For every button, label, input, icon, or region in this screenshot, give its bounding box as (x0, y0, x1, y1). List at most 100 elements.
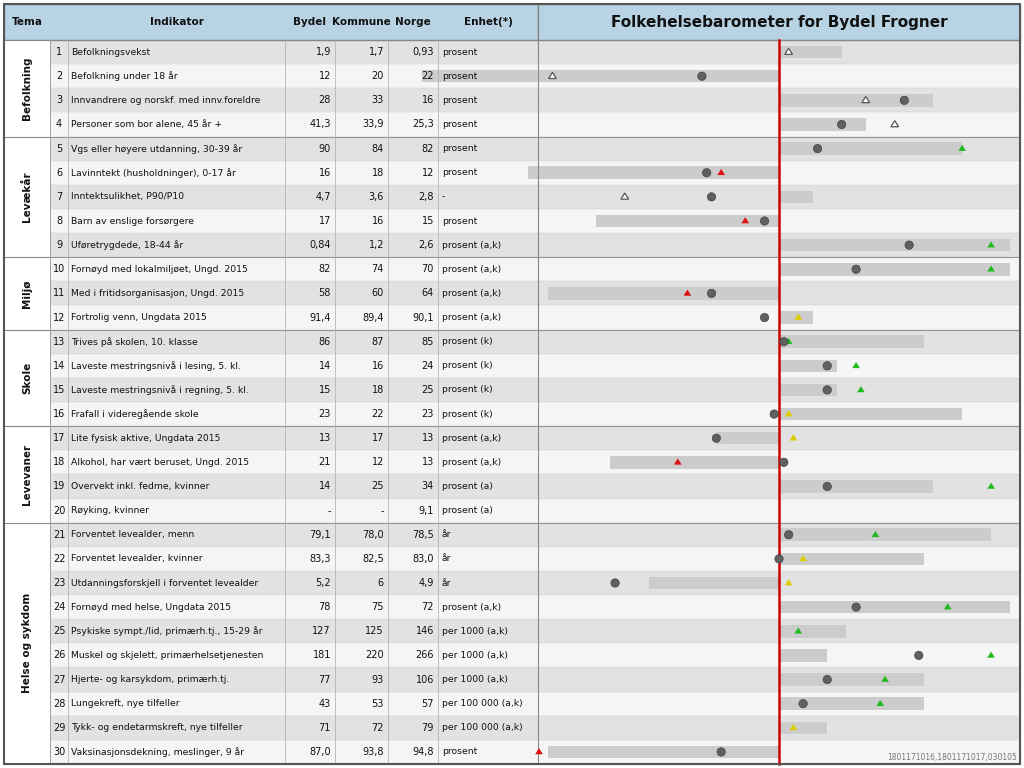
Polygon shape (987, 651, 995, 657)
Text: -: - (442, 192, 445, 201)
Text: 30: 30 (53, 747, 66, 757)
Text: 33: 33 (372, 95, 384, 105)
Text: prosent (k): prosent (k) (442, 361, 493, 370)
Text: 14: 14 (53, 361, 66, 371)
Circle shape (761, 217, 769, 225)
Bar (779, 408, 963, 420)
Polygon shape (784, 410, 793, 416)
Polygon shape (784, 579, 793, 585)
Bar (779, 528, 991, 541)
Polygon shape (684, 290, 691, 296)
Text: 12: 12 (318, 71, 331, 81)
Bar (538, 209, 1020, 233)
Text: 7: 7 (56, 192, 62, 202)
Polygon shape (800, 555, 807, 561)
Bar (4, 329, 50, 426)
Bar (50, 112, 538, 137)
Text: 27: 27 (53, 674, 66, 684)
Text: Personer som bor alene, 45 år +: Personer som bor alene, 45 år + (71, 120, 222, 129)
Bar (610, 456, 779, 468)
Text: Forventet levealder, menn: Forventet levealder, menn (71, 530, 195, 539)
Text: per 1000 (a,k): per 1000 (a,k) (442, 675, 508, 684)
Polygon shape (877, 700, 884, 706)
Bar (538, 185, 1020, 209)
Bar (538, 426, 1020, 450)
Text: 24: 24 (422, 361, 434, 371)
Bar (717, 432, 779, 445)
Bar (50, 88, 538, 112)
Text: 90: 90 (318, 144, 331, 154)
Text: 3: 3 (56, 95, 62, 105)
Text: -: - (328, 505, 331, 515)
Bar (779, 384, 837, 396)
Text: Med i fritidsorganisasjon, Ungd. 2015: Med i fritidsorganisasjon, Ungd. 2015 (71, 289, 244, 298)
Text: prosent (a,k): prosent (a,k) (442, 289, 501, 298)
Text: 1,7: 1,7 (369, 47, 384, 57)
Text: Tykk- og endetarmskreft, nye tilfeller: Tykk- og endetarmskreft, nye tilfeller (71, 723, 243, 733)
Text: Vgs eller høyere utdanning, 30-39 år: Vgs eller høyere utdanning, 30-39 år (71, 144, 243, 154)
Text: 8: 8 (56, 216, 62, 226)
Text: prosent (k): prosent (k) (442, 337, 493, 346)
Text: Inntektsulikhet, P90/P10: Inntektsulikhet, P90/P10 (71, 192, 184, 201)
Text: Tema: Tema (11, 17, 43, 27)
Circle shape (905, 241, 913, 250)
Circle shape (770, 410, 778, 419)
Text: 13: 13 (422, 457, 434, 468)
Text: 0,93: 0,93 (413, 47, 434, 57)
Text: år: år (442, 578, 452, 588)
Text: 125: 125 (366, 626, 384, 636)
Circle shape (823, 482, 831, 491)
Text: per 1000 (a,k): per 1000 (a,k) (442, 651, 508, 660)
Bar (50, 233, 538, 257)
Bar (50, 450, 538, 475)
Text: 11: 11 (53, 289, 66, 299)
Circle shape (823, 362, 831, 370)
Bar (538, 571, 1020, 595)
Text: 5: 5 (56, 144, 62, 154)
Text: 14: 14 (318, 482, 331, 492)
Text: 89,4: 89,4 (362, 313, 384, 323)
Text: 12: 12 (422, 167, 434, 177)
Bar (779, 480, 933, 493)
Bar (779, 190, 813, 204)
Bar (538, 595, 1020, 619)
Polygon shape (790, 724, 798, 730)
Circle shape (914, 651, 923, 660)
Text: 77: 77 (318, 674, 331, 684)
Text: per 100 000 (a,k): per 100 000 (a,k) (442, 723, 522, 733)
Text: 18: 18 (372, 167, 384, 177)
Text: 4: 4 (56, 120, 62, 130)
Text: 1: 1 (56, 47, 62, 57)
Text: 71: 71 (318, 723, 331, 733)
Text: prosent (a): prosent (a) (442, 482, 493, 491)
Text: 16: 16 (422, 95, 434, 105)
Bar (649, 577, 779, 589)
Bar (538, 354, 1020, 378)
Text: Fornøyd med helse, Ungdata 2015: Fornøyd med helse, Ungdata 2015 (71, 603, 231, 611)
Text: 16: 16 (372, 216, 384, 226)
Text: 94,8: 94,8 (413, 747, 434, 757)
Text: prosent: prosent (442, 96, 477, 105)
Text: 181: 181 (312, 650, 331, 660)
Text: Trives på skolen, 10. klasse: Trives på skolen, 10. klasse (71, 336, 198, 346)
Polygon shape (987, 482, 995, 488)
Bar (538, 88, 1020, 112)
Circle shape (712, 434, 721, 442)
Polygon shape (784, 338, 793, 344)
Text: 15: 15 (53, 385, 66, 395)
Text: 72: 72 (372, 723, 384, 733)
Text: prosent (a): prosent (a) (442, 506, 493, 515)
Text: prosent: prosent (442, 120, 477, 129)
Bar (538, 450, 1020, 475)
Text: prosent: prosent (442, 217, 477, 226)
Text: 26: 26 (53, 650, 66, 660)
Bar (779, 697, 924, 710)
Text: Alkohol, har vært beruset, Ungd. 2015: Alkohol, har vært beruset, Ungd. 2015 (71, 458, 249, 467)
Polygon shape (852, 362, 860, 368)
Text: prosent (a,k): prosent (a,k) (442, 434, 501, 442)
Text: 12: 12 (53, 313, 66, 323)
Text: 72: 72 (422, 602, 434, 612)
Bar (4, 257, 50, 329)
Text: 2,6: 2,6 (419, 240, 434, 250)
Text: Helse og sykdom: Helse og sykdom (22, 593, 32, 694)
